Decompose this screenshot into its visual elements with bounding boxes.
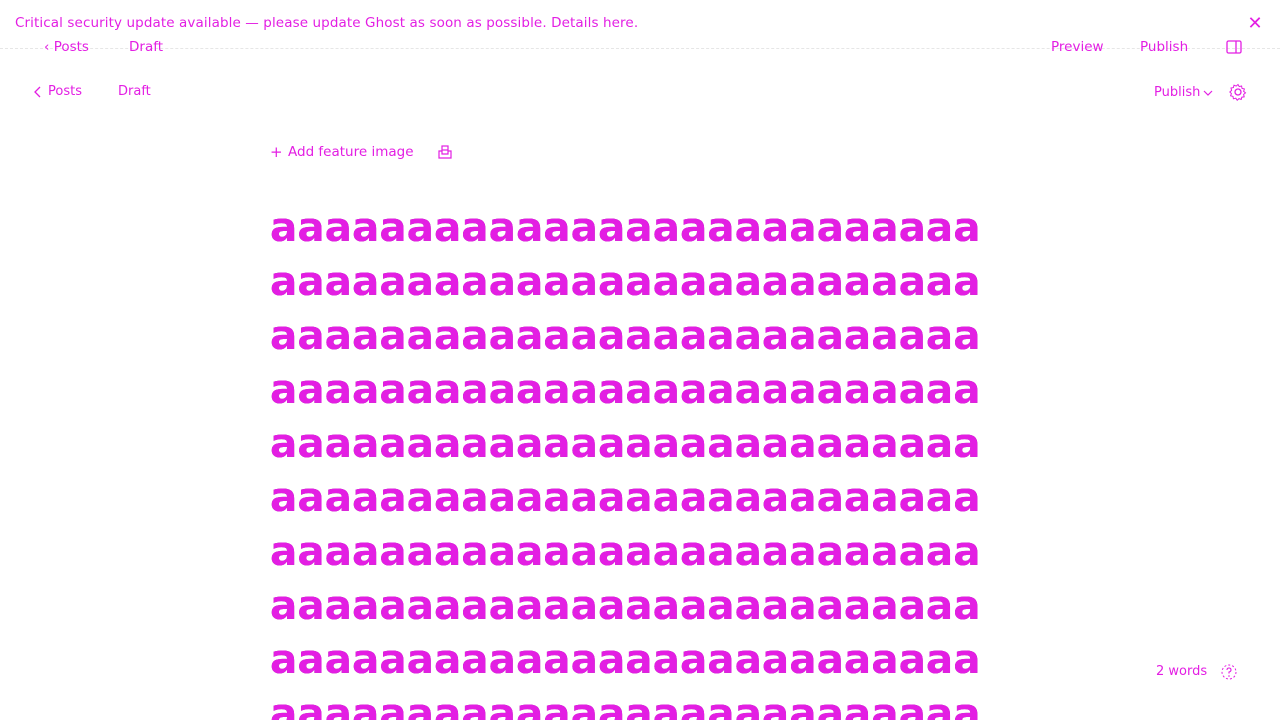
- add-feature-image-button[interactable]: + Add feature image: [270, 142, 452, 162]
- close-icon[interactable]: ✕: [1247, 13, 1263, 34]
- back-label: Posts: [48, 84, 82, 99]
- ghost-publish-button[interactable]: Publish: [1140, 39, 1189, 55]
- post-status: Draft: [118, 84, 151, 99]
- plus-icon: +: [270, 142, 283, 161]
- security-banner: Critical security update available — ple…: [0, 0, 1280, 49]
- help-icon[interactable]: [1220, 663, 1238, 681]
- publish-dropdown-button[interactable]: Publish: [1154, 85, 1213, 100]
- add-feature-image-label: Add feature image: [288, 144, 414, 160]
- chevron-left-icon: [34, 86, 41, 97]
- publish-label: Publish: [1154, 85, 1201, 100]
- chevron-down-icon: [1203, 90, 1213, 96]
- banner-message[interactable]: Critical security update available — ple…: [15, 15, 639, 31]
- ghost-header: ‹ Posts Draft Preview Publish: [0, 38, 1280, 58]
- preview-button[interactable]: Preview: [1051, 39, 1104, 55]
- unsplash-icon[interactable]: [437, 145, 452, 159]
- editor-header: Posts Draft Publish: [0, 80, 1280, 108]
- gear-icon[interactable]: [1229, 83, 1247, 101]
- sidebar-toggle-icon[interactable]: [1226, 40, 1242, 54]
- post-body-text[interactable]: aaaaaaaaaaaaaaaaaaaaaaaaaaaaaaaaaaaaaaaa…: [270, 203, 981, 720]
- ghost-back-link[interactable]: ‹ Posts: [44, 39, 89, 55]
- post-body-editor[interactable]: aaaaaaaaaaaaaaaaaaaaaaaaaaaaaaaaaaaaaaaa…: [270, 200, 1000, 720]
- back-to-posts-link[interactable]: Posts: [34, 84, 82, 99]
- ghost-status: Draft: [129, 39, 164, 55]
- word-count: 2 words: [1156, 664, 1208, 679]
